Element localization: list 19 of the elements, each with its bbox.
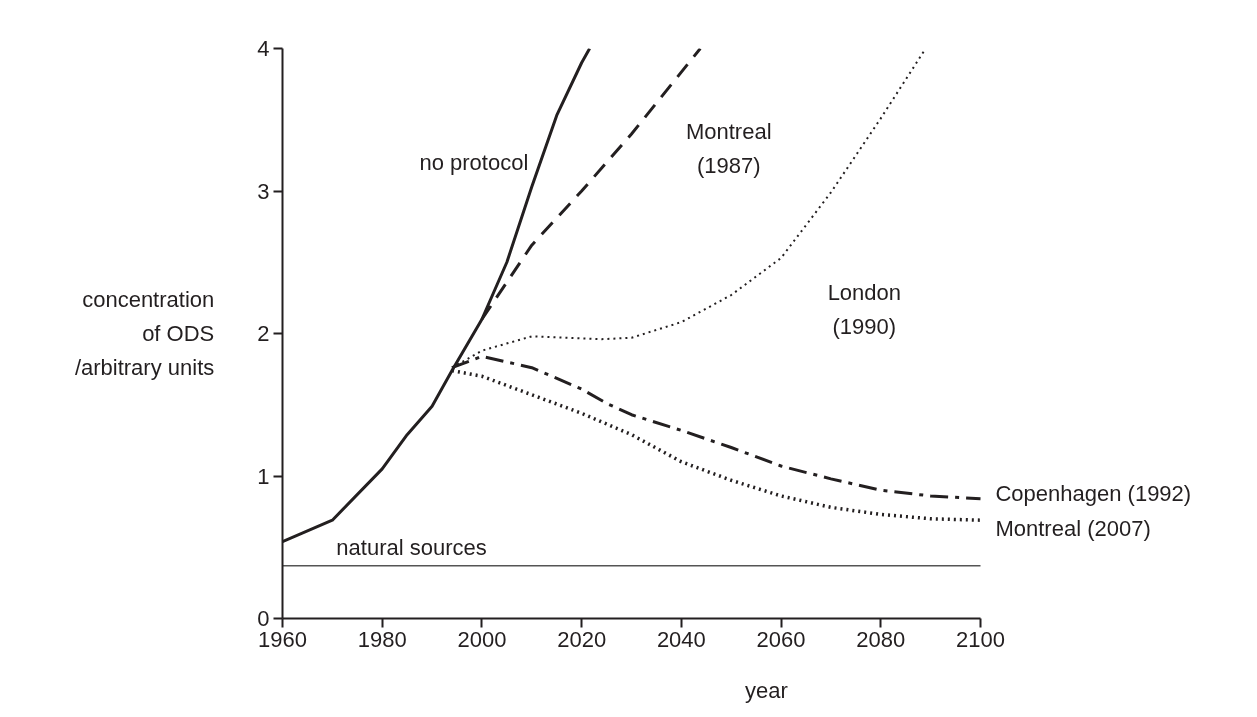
- y-tick-label: 4: [257, 36, 270, 61]
- x-tick-label: 2060: [756, 626, 806, 652]
- x-tick-label: 2000: [457, 626, 507, 652]
- series-label: Montreal (2007): [995, 516, 1151, 542]
- x-tick-label: 2080: [856, 626, 906, 652]
- y-axis-title: concentration of ODS /arbitrary units: [74, 287, 215, 380]
- series-label: no protocol: [419, 150, 529, 175]
- x-tick-label: 2100: [956, 626, 1005, 652]
- x-tick-label: 1980: [357, 626, 407, 652]
- ref-line-label: natural sources: [336, 534, 487, 560]
- series-label: Montreal (1987): [685, 118, 772, 178]
- x-tick-label: 2040: [656, 626, 706, 652]
- y-tick-label: 3: [257, 178, 270, 204]
- x-tick-label: 2020: [557, 626, 607, 652]
- y-tick-label: 1: [257, 463, 270, 489]
- x-axis-title: year: [745, 677, 788, 703]
- text: London (1990): [827, 279, 902, 339]
- series-label: Copenhagen (1992): [995, 480, 1192, 506]
- y-tick-label: 2: [257, 321, 270, 346]
